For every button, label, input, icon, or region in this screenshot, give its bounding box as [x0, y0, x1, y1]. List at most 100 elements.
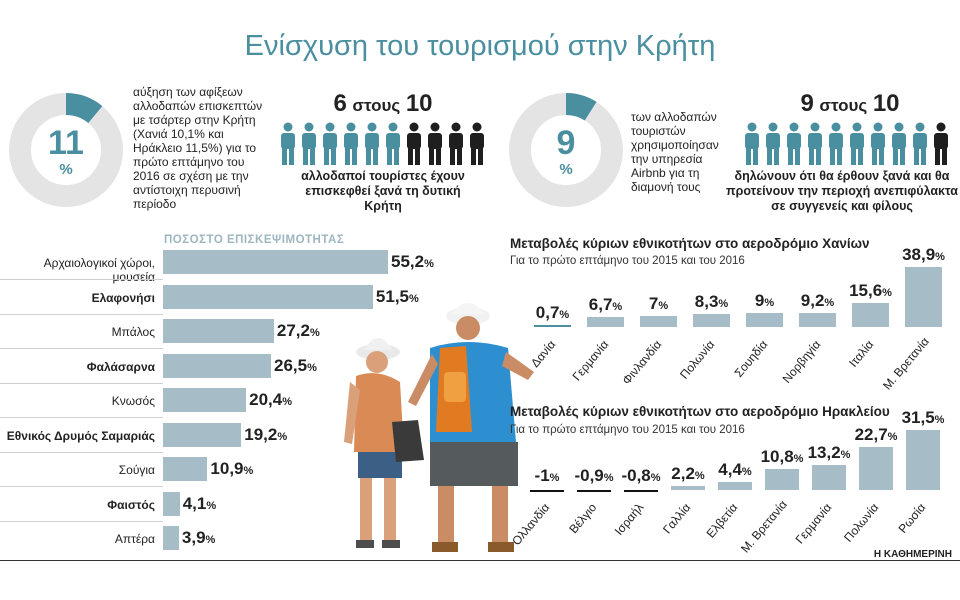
- bar-value-label: 15,6%: [849, 280, 892, 300]
- bar-value-label: 6,7%: [588, 294, 623, 314]
- bar-category-label: Ρωσία: [895, 500, 929, 536]
- person-icon: [428, 122, 442, 165]
- person-icon: [407, 122, 421, 165]
- bar-value-label: 22,7%: [854, 424, 898, 444]
- person-icon: [871, 122, 885, 165]
- person-icon: [449, 122, 463, 165]
- bar-value-label: 27,2%: [276, 321, 320, 340]
- bar: [693, 314, 730, 327]
- donut-unit: %: [559, 161, 573, 178]
- heraklion-chart-title: Μεταβολές κύριων εθνικοτήτων στο αεροδρό…: [510, 404, 890, 419]
- bar-value-label: 7%: [648, 294, 669, 314]
- donut-unit: %: [59, 161, 73, 178]
- bar-category-label: Μπάλος: [111, 325, 155, 339]
- ratio-numerator: 9: [800, 90, 814, 117]
- bar: [163, 422, 242, 447]
- ratio-heading: 6 στους 10: [288, 90, 478, 118]
- bar-category-label: Ολλανδία: [509, 500, 553, 549]
- bar-category-label: Γερμανία: [569, 337, 611, 384]
- bar-category-label: Κνωσός: [111, 394, 155, 408]
- bar-category-label: Ελβετία: [703, 500, 741, 541]
- bar: [163, 319, 274, 343]
- bar-category-label: Ιταλία: [845, 337, 876, 370]
- person-icon: [745, 122, 759, 165]
- donut-value: 11: [48, 124, 84, 162]
- bar: [163, 353, 272, 378]
- bar-category-label: Γαλλία: [660, 500, 694, 537]
- person-icon: [850, 122, 864, 165]
- bar: [905, 267, 942, 327]
- bar-category-label: Βέλγιο: [566, 500, 600, 537]
- bar: [746, 313, 783, 327]
- bar: [163, 284, 373, 309]
- bar-category-label: Πολωνία: [676, 337, 717, 382]
- bar-value-label: 0,7%: [535, 303, 570, 322]
- bar-category-label: Δανία: [527, 337, 558, 370]
- source-label: Η ΚΑΘΗΜΕΡΙΝΗ: [869, 549, 952, 560]
- donut-highlight-segment: [66, 93, 103, 124]
- bar-value-label: -1%: [534, 466, 560, 485]
- row-divider: [0, 451, 163, 453]
- donut-description: των αλλοδαπών τουριστών χρησιμοποίησαν τ…: [631, 110, 719, 194]
- tourists-photo: [344, 303, 534, 552]
- person-icon: [934, 122, 948, 165]
- bar-category-label: Ελαφονήσι: [91, 290, 155, 305]
- person-icon: [365, 122, 379, 165]
- person-icon: [787, 122, 801, 165]
- bar-category-label: Φαλάσαρνα: [86, 359, 155, 374]
- donut-description: αύξηση των αφίξεων αλλοδαπών επισκεπτών …: [133, 85, 263, 211]
- footer-divider: [0, 560, 960, 561]
- ratio-heading: 9 στους 10: [750, 90, 950, 118]
- donut-highlight-segment: [566, 93, 597, 121]
- donut-chart-charter: [9, 93, 123, 207]
- bar: [163, 457, 208, 481]
- visit-rate-bar-chart: Αρχαιολογικοί χώροι, μουσεία 55,2% Ελαφονή…: [0, 248, 470, 558]
- bar: [587, 316, 624, 327]
- bar-value-label: 13,2%: [807, 442, 851, 462]
- heraklion-bar-chart: -1% Ολλανδία -0,9% Βέλγιο -0,8% Ισραήλ 2,2% Γαλ…: [500, 400, 960, 560]
- bar-value-label: 38,9%: [902, 245, 945, 264]
- row-divider: [0, 348, 163, 349]
- bar: [718, 481, 752, 490]
- bar-category-label: Ισραήλ: [611, 500, 647, 538]
- donut-chart-airbnb: [509, 93, 623, 207]
- bar-value-label: 10,8%: [760, 447, 804, 467]
- ratio-denominator: 10: [872, 90, 900, 117]
- bar-value-label: 19,2%: [244, 424, 288, 444]
- bar: [671, 485, 705, 490]
- bar: [163, 491, 180, 516]
- bar-category-label: Εθνικός Δρυμός Σαμαριάς: [6, 428, 155, 443]
- ratio-numerator: 6: [333, 90, 347, 117]
- bar-category-label: Σούγια: [118, 463, 155, 477]
- bar: [812, 464, 846, 490]
- row-divider: [0, 417, 163, 418]
- bar-category-label: Φαιστός: [107, 497, 155, 512]
- bar: [852, 302, 889, 327]
- bar-category-label: Σουηδία: [731, 337, 770, 380]
- bar-value-label: -0,8%: [621, 466, 661, 485]
- person-icon: [386, 122, 400, 165]
- bar-value-label: 26,5%: [274, 355, 317, 375]
- person-icon: [766, 122, 780, 165]
- row-divider: [0, 486, 163, 487]
- bar: [765, 469, 799, 490]
- bar: [163, 388, 247, 412]
- bar-category-label: Αρχαιολογικοί χώροι, μουσεία: [43, 256, 155, 284]
- person-icon: [913, 122, 927, 165]
- person-icon: [302, 122, 316, 165]
- person-icon: [281, 122, 295, 165]
- donut-value: 9: [556, 124, 576, 162]
- row-divider: [0, 382, 163, 384]
- bar-value-label: 9%: [754, 291, 775, 311]
- bar: [859, 446, 893, 490]
- person-icon: [808, 122, 822, 165]
- bar: [163, 250, 388, 274]
- person-icon: [323, 122, 337, 165]
- person-icon: [829, 122, 843, 165]
- row-divider: [0, 520, 163, 522]
- people-icon-row: [281, 122, 484, 165]
- bar: [534, 325, 571, 327]
- bar-value-label: 20,4%: [249, 390, 293, 409]
- chania-bar-chart: 0,7% Δανία 6,7% Γερμανία 7% Φινλανδία 8,3% Πολω…: [500, 222, 960, 392]
- bar-value-label: 4,1%: [182, 493, 217, 513]
